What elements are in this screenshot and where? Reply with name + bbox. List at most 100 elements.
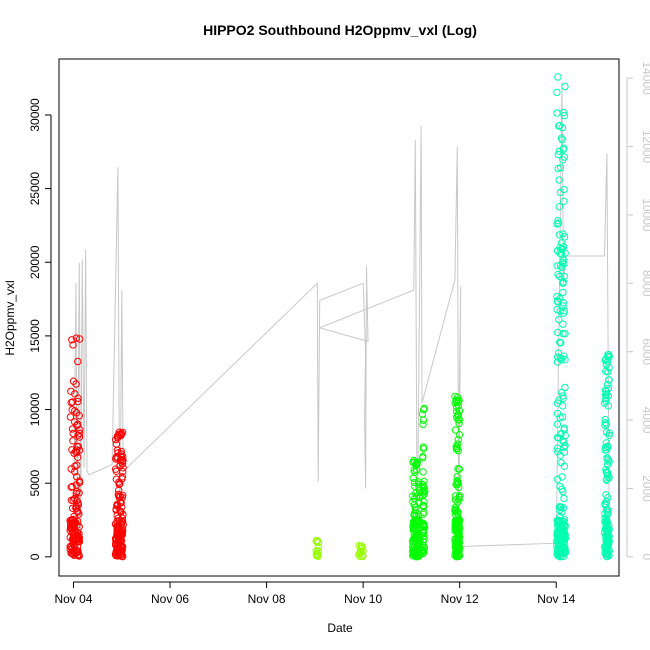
altitude-line-layer [73, 81, 610, 548]
data-point [553, 109, 561, 117]
data-point [410, 478, 419, 487]
data-point [601, 510, 609, 518]
data-point [113, 552, 122, 560]
data-point [603, 545, 611, 553]
data-point [558, 508, 566, 516]
x-axis-label: Date [327, 621, 353, 635]
data-point [69, 539, 77, 548]
data-point [74, 501, 83, 509]
y-tick-label: 20000 [28, 245, 42, 279]
y-tick-label: 25000 [28, 172, 42, 206]
data-point [601, 543, 609, 552]
data-point [456, 492, 464, 500]
data-point [555, 147, 563, 156]
data-point [72, 380, 80, 388]
data-point [553, 444, 562, 452]
data-point [69, 537, 77, 545]
data-point [453, 403, 461, 412]
data-point [560, 426, 568, 434]
data-point [560, 197, 568, 206]
data-point [554, 150, 562, 159]
data-point [118, 542, 127, 551]
data-point [67, 519, 75, 527]
data-point [602, 525, 610, 534]
y-tick-label: 10000 [28, 393, 42, 427]
data-point [314, 547, 322, 555]
data-point [601, 419, 609, 427]
data-point [556, 294, 564, 303]
data-point [411, 468, 419, 476]
data-point [75, 429, 84, 437]
data-point [556, 272, 564, 281]
data-point [554, 328, 562, 337]
data-point [117, 430, 126, 438]
axes-layer: Nov 04 Nov 06 Nov 08 Nov 10 Nov 12 Nov 14 0 500… [28, 61, 650, 606]
data-point [553, 475, 562, 483]
data-point [558, 123, 566, 132]
data-point [560, 494, 568, 503]
data-point [116, 519, 124, 527]
data-point [554, 216, 562, 225]
data-point [72, 448, 80, 456]
data-point [455, 549, 463, 558]
data-point [603, 516, 611, 524]
data-point [454, 398, 462, 406]
data-point [559, 518, 567, 526]
data-point [553, 220, 561, 228]
data-point [73, 496, 81, 505]
y-axis-label: H2Oppmv_vxl [3, 280, 17, 355]
data-point [75, 533, 83, 542]
y-tick-label: 15000 [28, 319, 42, 353]
data-point [553, 433, 562, 442]
data-point [74, 517, 82, 526]
data-point [559, 487, 567, 496]
data-point [74, 397, 82, 406]
data-point [74, 431, 82, 439]
data-point [555, 315, 563, 324]
data-point [554, 164, 562, 173]
data-point [75, 530, 83, 538]
data-point [313, 552, 321, 560]
data-point [411, 458, 419, 466]
data-point [556, 249, 564, 258]
data-point [559, 392, 567, 400]
data-point [67, 496, 76, 504]
data-point [116, 528, 125, 537]
data-point [112, 506, 120, 514]
data-point [554, 270, 562, 279]
y2-tick-label: 8000 [640, 270, 650, 297]
data-point [602, 361, 611, 369]
y2-tick-label: 4000 [640, 407, 650, 434]
data-point [453, 544, 462, 552]
data-point [112, 535, 121, 544]
data-point [556, 525, 565, 533]
data-point [113, 511, 121, 520]
data-point [561, 356, 569, 364]
data-point [114, 501, 122, 509]
data-point [66, 545, 74, 554]
data-point [553, 88, 561, 97]
data-point [421, 487, 429, 495]
data-point [419, 510, 427, 518]
data-point [420, 498, 428, 506]
data-point [601, 443, 610, 452]
data-point [601, 500, 609, 508]
data-point [561, 330, 569, 338]
scatter-points-layer [66, 73, 613, 561]
data-point [356, 547, 365, 555]
y2-tick-label: 12000 [640, 130, 650, 164]
data-point [75, 433, 84, 441]
data-point [420, 523, 428, 531]
data-point [419, 445, 428, 453]
data-point [314, 543, 322, 552]
y2-tick-label: 6000 [640, 338, 650, 365]
data-point [117, 447, 126, 456]
data-point [451, 426, 460, 434]
data-point [601, 415, 609, 424]
data-point [68, 482, 76, 491]
data-point [72, 481, 81, 489]
data-point [559, 279, 567, 287]
data-point [553, 420, 562, 428]
data-point [67, 387, 75, 395]
